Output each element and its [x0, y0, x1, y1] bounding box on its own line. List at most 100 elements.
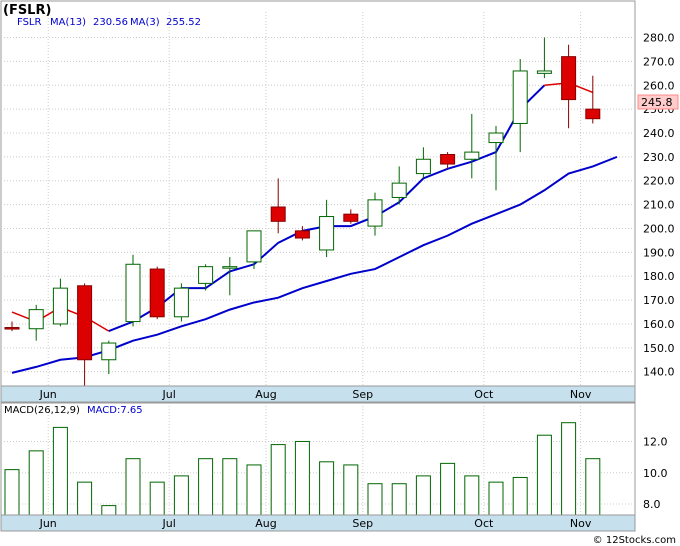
price-grid — [1, 12, 635, 386]
macd-bar — [415, 475, 431, 516]
price-month-label: Oct — [474, 388, 494, 401]
macd-y-axis: 8.0 10.0 12.0 — [1, 403, 668, 515]
price-y-tick-label: 140.0 — [643, 366, 675, 379]
macd-legend-value: MACD:7.65 — [87, 405, 143, 416]
macd-month-label: Sep — [352, 517, 373, 530]
candle-body — [222, 266, 238, 269]
candles-layer — [4, 37, 601, 386]
candle-body — [415, 158, 431, 175]
macd-bar — [440, 462, 456, 516]
candle-body — [585, 108, 601, 120]
price-month-label: Aug — [255, 388, 276, 401]
legend-ma3-label: MA(3) — [130, 17, 160, 28]
price-y-tick-label: 230.0 — [643, 151, 675, 164]
macd-month-label: Oct — [474, 517, 494, 530]
legend-ma3-value: 255.52 — [166, 17, 201, 28]
legend-ma13-label: MA(13) — [50, 17, 86, 28]
candle-body — [367, 199, 383, 227]
macd-bars-layer — [4, 422, 601, 516]
legend-symbol: FSLR — [17, 17, 41, 28]
macd-bar — [52, 426, 68, 516]
footer-credit: © 12Stocks.com — [593, 535, 676, 546]
price-y-tick-label: 190.0 — [643, 246, 675, 259]
candle-body — [512, 70, 528, 124]
price-y-tick-label: 200.0 — [643, 222, 675, 235]
price-y-axis: 140.0 150.0 160.0 170.0 180.0 190.0 200.0 210.0… — [643, 32, 675, 379]
candle-body — [440, 153, 456, 165]
legend-ma13-value: 230.56 — [93, 17, 128, 28]
candle-body — [561, 56, 577, 101]
candle-body — [125, 263, 141, 323]
candle-body — [246, 230, 262, 263]
macd-month-label: Aug — [255, 517, 276, 530]
macd-bar — [561, 422, 577, 516]
price-month-label: Sep — [352, 388, 373, 401]
macd-bar — [270, 444, 286, 516]
price-y-tick-label: 220.0 — [643, 175, 675, 188]
candle-body — [536, 70, 552, 74]
candle-body — [173, 287, 189, 318]
macd-bar — [125, 458, 141, 516]
candle-body — [52, 287, 68, 325]
candle-body — [270, 206, 286, 222]
macd-month-label: Jun — [39, 517, 57, 530]
candle-body — [28, 309, 44, 330]
macd-bar — [488, 481, 504, 516]
macd-month-label: Nov — [570, 517, 592, 530]
macd-month-labels: Jun Jul Aug Sep Oct Nov — [39, 517, 592, 530]
price-y-tick-label: 150.0 — [643, 342, 675, 355]
macd-bar — [391, 483, 407, 516]
candle-body — [4, 327, 20, 330]
last-price-tag — [637, 94, 679, 110]
macd-bar — [536, 434, 552, 516]
price-y-tick-label: 170.0 — [643, 294, 675, 307]
candle-body — [198, 266, 214, 284]
price-panel-frame — [0, 0, 636, 403]
candle-body — [343, 213, 359, 222]
candle-body — [77, 285, 93, 361]
macd-bar — [343, 464, 359, 516]
candle-body — [101, 342, 117, 361]
macd-bar — [4, 469, 20, 516]
macd-bar — [173, 475, 189, 516]
price-y-tick-label: 160.0 — [643, 318, 675, 331]
last-price-label: 245.8 — [641, 96, 673, 109]
candle-body — [391, 182, 407, 198]
price-month-label: Nov — [570, 388, 592, 401]
price-y-tick-label: 180.0 — [643, 270, 675, 283]
macd-bar — [294, 440, 310, 516]
price-month-label: Jun — [39, 388, 57, 401]
candle-body — [464, 151, 480, 160]
macd-y-tick-label: 8.0 — [643, 498, 661, 511]
macd-bar — [149, 481, 165, 516]
macd-month-label: Jul — [162, 517, 176, 530]
price-month-labels: Jun Jul Aug Sep Oct Nov — [39, 388, 592, 401]
macd-bar — [101, 505, 117, 516]
macd-bar — [198, 458, 214, 516]
candle-body — [488, 132, 504, 144]
macd-bar — [585, 458, 601, 516]
price-y-tick-label: 270.0 — [643, 55, 675, 68]
macd-y-tick-label: 10.0 — [643, 467, 668, 480]
macd-bar — [246, 464, 262, 516]
price-month-label: Jul — [162, 388, 176, 401]
candle-body — [294, 230, 310, 239]
price-y-tick-label: 260.0 — [643, 79, 675, 92]
macd-legend-label: MACD(26,12,9) — [4, 405, 80, 416]
candle-body — [319, 216, 335, 251]
macd-y-tick-label: 12.0 — [643, 435, 668, 448]
price-y-tick-label: 280.0 — [643, 32, 675, 45]
macd-bar — [319, 461, 335, 516]
macd-bar — [28, 450, 44, 516]
chart-title: (FSLR) — [3, 3, 51, 18]
macd-bar — [512, 476, 528, 516]
macd-bar — [367, 483, 383, 516]
price-y-tick-label: 240.0 — [643, 127, 675, 140]
price-date-band — [0, 385, 636, 403]
macd-date-band — [0, 514, 636, 532]
price-y-tick-label: 210.0 — [643, 199, 675, 212]
macd-bar — [222, 458, 238, 516]
macd-bar — [464, 475, 480, 516]
